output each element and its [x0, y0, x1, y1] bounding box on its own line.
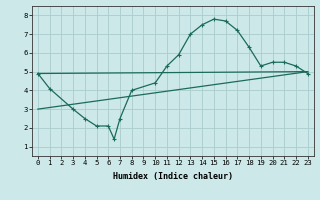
X-axis label: Humidex (Indice chaleur): Humidex (Indice chaleur) [113, 172, 233, 181]
